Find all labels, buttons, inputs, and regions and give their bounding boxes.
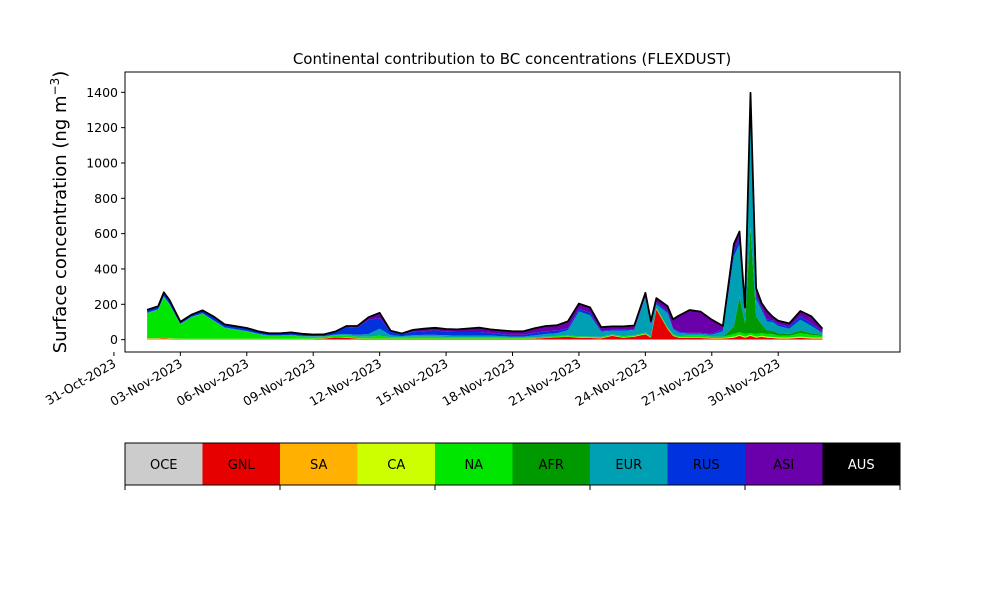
area-gnl [147, 309, 823, 340]
y-tick-label: 200 [94, 297, 118, 312]
x-tick-label: 24-Nov-2023 [572, 356, 649, 409]
x-tick-label: 27-Nov-2023 [639, 356, 716, 409]
legend-swatch-afr [512, 443, 591, 485]
legend-label-sa: SA [310, 458, 327, 473]
y-tick-label: 1200 [86, 120, 118, 135]
x-tick-label: 31-Oct-2023 [43, 356, 119, 408]
x-tick-label: 03-Nov-2023 [107, 356, 184, 409]
legend-swatch-ca [357, 443, 436, 485]
legend-colorbar: OCE GNL SA CA NA AFR EUR RUS ASI AUS [124, 442, 901, 490]
x-tick-label: 18-Nov-2023 [440, 356, 517, 409]
y-axis-label-close: ) [50, 71, 71, 78]
x-tick-label: 09-Nov-2023 [240, 356, 317, 409]
y-tick-label: 400 [94, 261, 118, 276]
area-afr [147, 227, 823, 338]
area-asi [147, 92, 823, 335]
y-axis-label-superscript: −3 [48, 78, 62, 96]
legend-swatch-sa [280, 443, 358, 485]
legend-swatch-rus [667, 443, 746, 485]
legend-label-gnl: GNL [228, 458, 256, 473]
legend-swatch-na [435, 443, 513, 485]
legend-swatch-asi [745, 443, 823, 485]
area-na [147, 297, 823, 339]
legend-label-oce: OCE [150, 458, 178, 473]
x-tick-label: 30-Nov-2023 [705, 356, 782, 409]
chart-title: Continental contribution to BC concentra… [293, 50, 731, 68]
legend-label-eur: EUR [615, 458, 642, 473]
y-tick-label: 1400 [86, 85, 118, 100]
legend-swatch-aus [822, 443, 901, 485]
legend-label-rus: RUS [693, 458, 720, 473]
legend-swatch-eur [590, 443, 668, 485]
legend-label-afr: AFR [539, 458, 564, 473]
y-tick-label: 600 [94, 226, 118, 241]
x-axis: 31-Oct-202303-Nov-202306-Nov-202309-Nov-… [43, 352, 783, 409]
total-line [146, 91, 824, 336]
legend-label-ca: CA [387, 458, 405, 473]
legend-label-asi: ASI [773, 458, 794, 473]
area-rus [147, 98, 823, 337]
legend-swatch-gnl [202, 443, 281, 485]
stacked-areas [147, 92, 823, 340]
area-aus [147, 92, 823, 335]
y-tick-label: 800 [94, 191, 118, 206]
x-tick-label: 12-Nov-2023 [307, 356, 384, 409]
legend-frame [124, 442, 901, 486]
plot-frame [124, 71, 901, 353]
legend-swatch-oce [125, 443, 203, 485]
x-tick-label: 15-Nov-2023 [373, 356, 450, 409]
legend-label-aus: AUS [848, 458, 875, 473]
y-tick-label: 1000 [86, 155, 118, 170]
y-tick-label: 0 [110, 332, 118, 347]
x-tick-label: 06-Nov-2023 [174, 356, 251, 409]
y-axis-label: Surface concentration (ng m−3) [48, 71, 71, 354]
legend-label-na: NA [464, 458, 483, 473]
y-axis: 0 200 400 600 800 1000 1200 1400 [86, 85, 125, 347]
area-eur [147, 103, 823, 338]
x-tick-label: 21-Nov-2023 [506, 356, 583, 409]
